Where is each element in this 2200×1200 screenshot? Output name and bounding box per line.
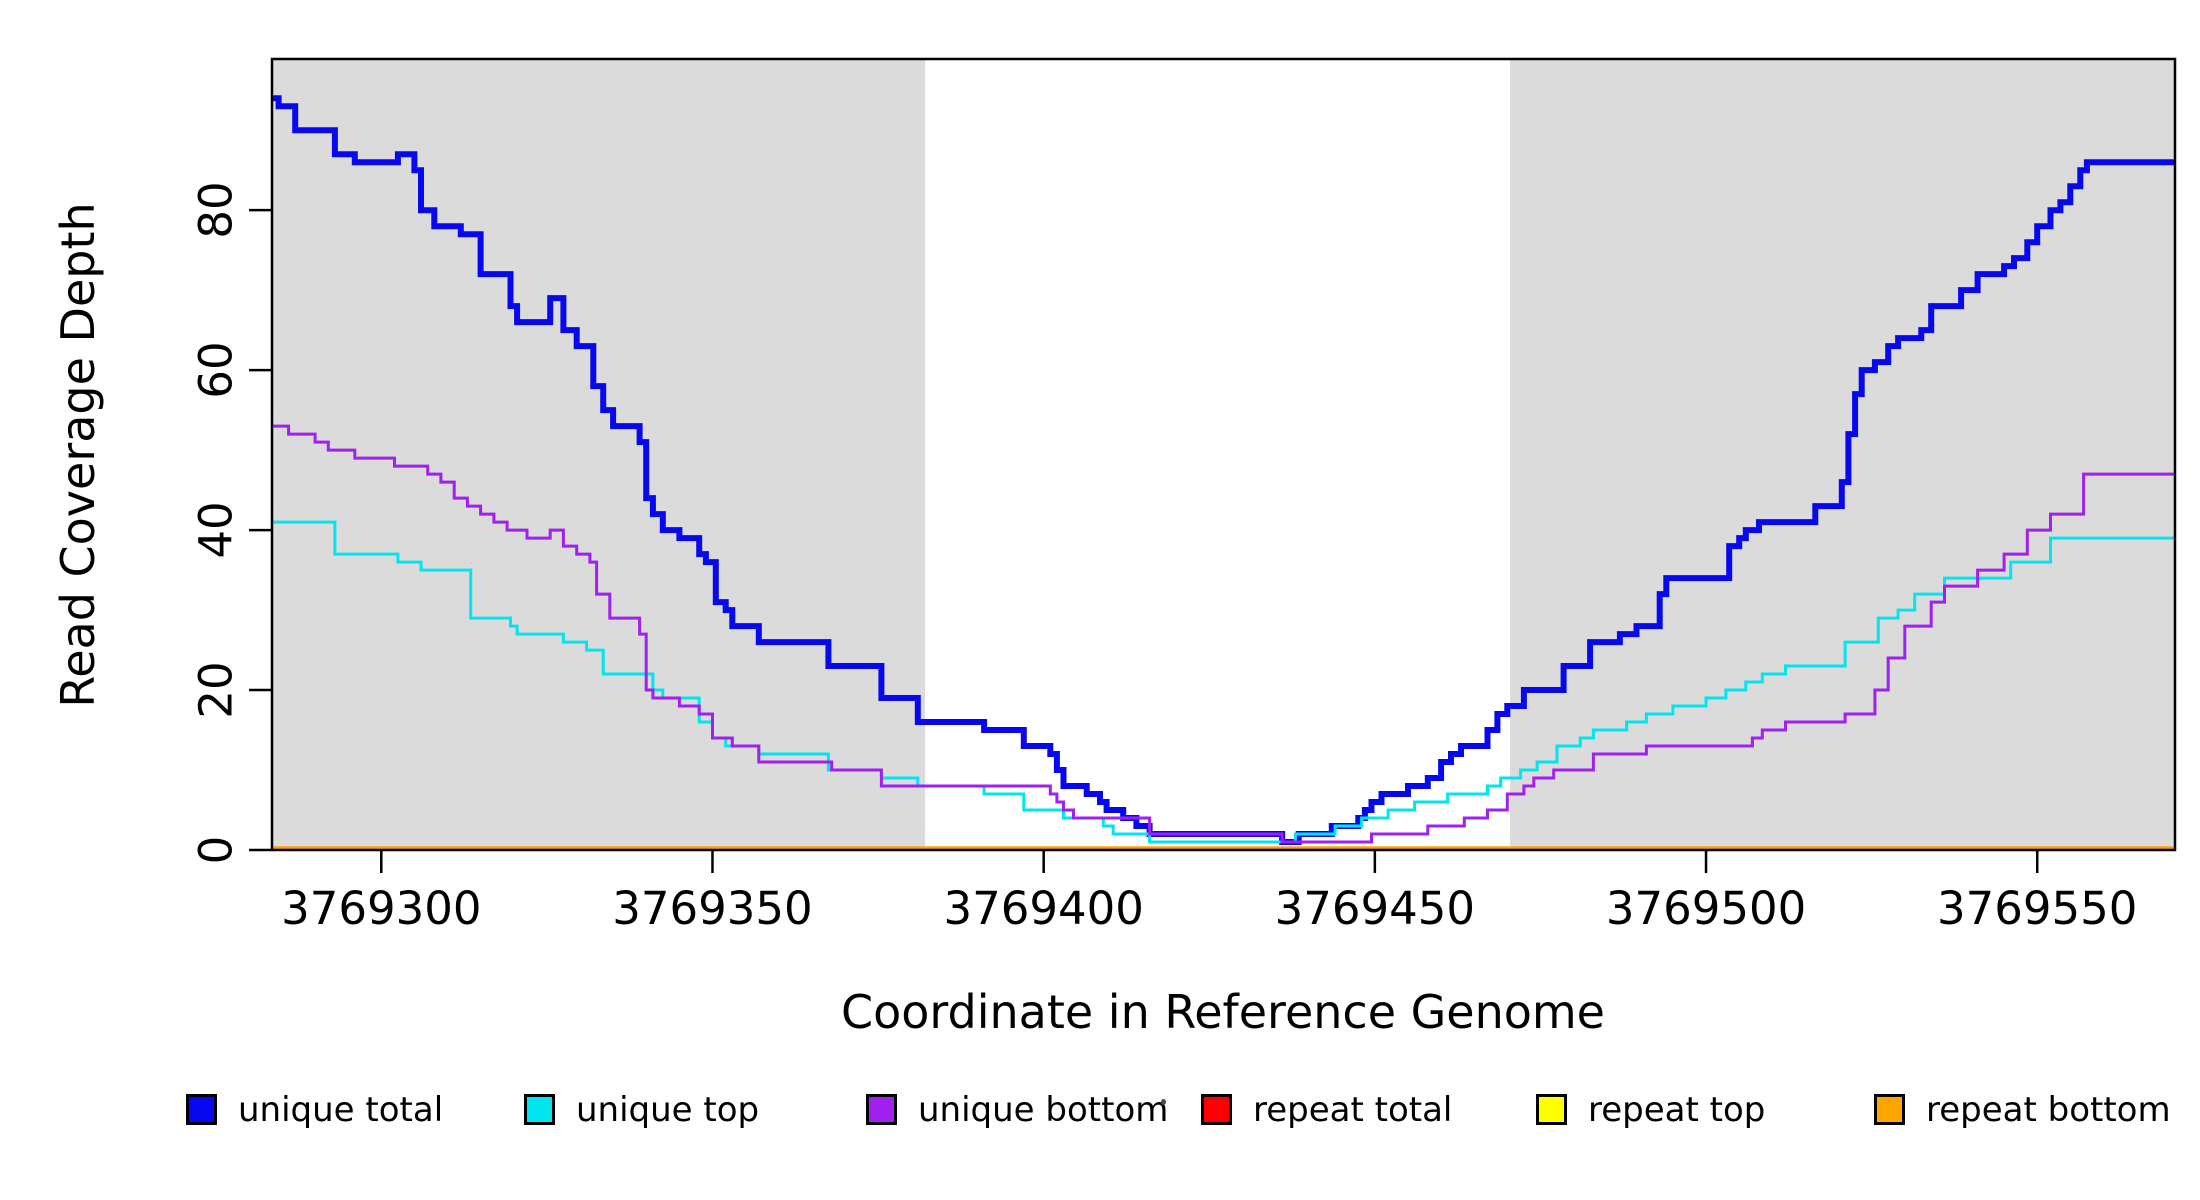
legend-swatch-icon [1536, 1094, 1567, 1125]
stray-dot [1161, 1099, 1166, 1105]
x-tick-label: 3769350 [612, 882, 813, 935]
y-tick-label: 20 [189, 661, 243, 719]
series-line-unique-top [272, 520, 2175, 844]
legend-swatch-icon [1874, 1094, 1905, 1125]
right-gray-region [1509, 59, 2175, 850]
y-tick-label: 0 [189, 835, 243, 865]
y-tick-label: 40 [189, 501, 243, 559]
legend-swatch-icon [1201, 1094, 1232, 1125]
plot-frame [270, 57, 2177, 852]
y-tick-label: 60 [189, 341, 243, 399]
x-tick-label: 3769300 [281, 882, 482, 935]
legend-label: repeat total [1253, 1090, 1453, 1130]
x-tick-label: 3769500 [1605, 882, 1807, 935]
x-tick-label: 3769550 [1937, 882, 2138, 935]
legend-swatch-icon [524, 1094, 555, 1125]
legend-label: unique top [576, 1090, 760, 1130]
legend-swatch-icon [866, 1094, 897, 1125]
y-axis-title: Read Coverage Depth [51, 202, 105, 708]
left-gray-region [272, 59, 926, 850]
series-line-unique-bottom [272, 424, 2175, 844]
x-axis-title: Coordinate in Reference Genome [841, 985, 1605, 1039]
legend-swatch-icon [186, 1094, 217, 1125]
x-tick-label: 3769400 [943, 882, 1144, 935]
x-tick-label: 3769450 [1274, 882, 1476, 935]
legend-label: repeat top [1588, 1090, 1766, 1130]
legend-label: unique total [238, 1090, 444, 1130]
legend-label: unique bottom [918, 1090, 1169, 1130]
y-tick-label: 80 [189, 181, 243, 239]
legend-label: repeat bottom [1926, 1090, 2171, 1130]
